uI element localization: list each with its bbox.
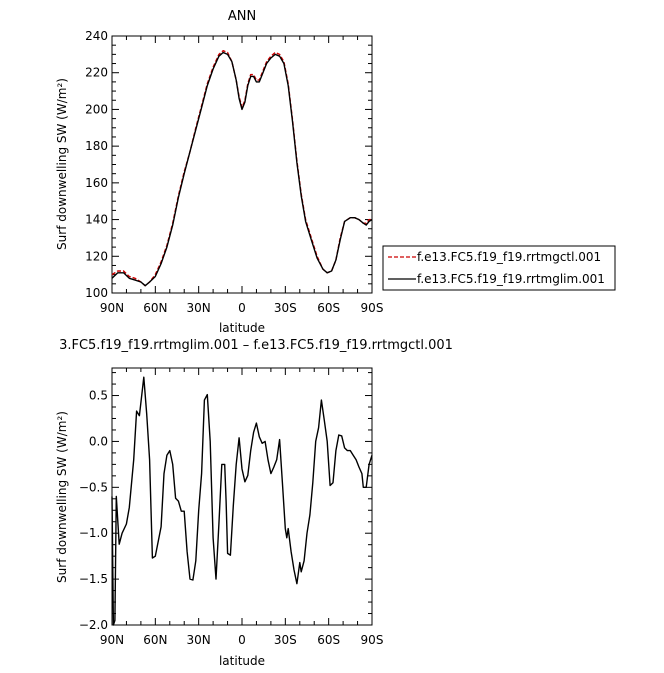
x-tick-label: 60N [143, 633, 167, 647]
y-tick-label: 180 [85, 139, 108, 153]
y-tick-label: 220 [85, 66, 108, 80]
y-tick-label: 0.0 [89, 434, 108, 448]
top-plot-area: 90N 60N 30N 0 30S 60S 90S 100 120 140 160 180 200 220… [85, 29, 383, 315]
top-axis-ticks: 90N 60N 30N 0 30S 60S 90S 100 120 140 160 180 200 220… [85, 29, 383, 315]
top-chart-title: ANN [228, 9, 256, 24]
x-tick-label: 90S [361, 301, 384, 315]
series-line-0 [111, 376, 373, 626]
x-tick-label: 30S [274, 633, 297, 647]
legend-box [382, 245, 616, 291]
bottom-x-axis-label: latitude [219, 654, 265, 668]
y-tick-label: 200 [85, 102, 108, 116]
y-tick-label: −0.5 [79, 480, 108, 494]
y-tick-label: −1.5 [79, 572, 108, 586]
bottom-axis-ticks: 90N 60N 30N 0 30S 60S 90S −2.0 −1.5 −1.0 −0.5 0.0 0.… [79, 368, 384, 647]
y-tick-label: −2.0 [79, 618, 108, 632]
x-tick-label: 90S [361, 633, 384, 647]
top-plot-frame [111, 35, 373, 294]
x-tick-label: 90N [100, 301, 124, 315]
x-tick-label: 30N [187, 633, 211, 647]
y-tick-label: −1.0 [79, 526, 108, 540]
x-tick-label: 0 [238, 301, 246, 315]
bottom-chart-title: 3.FC5.f19_f19.rrtmglim.001 – f.e13.FC5.f… [59, 338, 453, 353]
legend-label-ctl: f.e13.FC5.f19_f19.rrtmgctl.001 [417, 250, 601, 264]
bottom-series-lines [111, 376, 373, 626]
top-y-axis-label: Surf downwelling SW (W/m²) [55, 78, 69, 250]
y-tick-label: 120 [85, 249, 108, 263]
x-tick-label: 60S [317, 633, 340, 647]
top-legend: f.e13.FC5.f19_f19.rrtmgctl.001 f.e13.FC5… [382, 245, 616, 291]
y-tick-label: 100 [85, 286, 108, 300]
x-tick-label: 60S [317, 301, 340, 315]
bottom-plot-area: 90N 60N 30N 0 30S 60S 90S −2.0 −1.5 −1.0 −0.5 0.0 0.… [79, 367, 384, 647]
y-tick-label: 0.5 [89, 389, 108, 403]
top-chart-panel: ANN 90N 60N 30N 0 30S 60S 90S 100 120 140 160 180 20… [55, 9, 616, 335]
y-tick-label: 140 [85, 213, 108, 227]
series-line-1 [111, 51, 373, 287]
top-series-lines [111, 50, 373, 287]
y-tick-label: 160 [85, 176, 108, 190]
bottom-chart-panel: 3.FC5.f19_f19.rrtmglim.001 – f.e13.FC5.f… [55, 338, 453, 668]
legend-label-lim: f.e13.FC5.f19_f19.rrtmglim.001 [417, 272, 605, 286]
x-tick-label: 30N [187, 301, 211, 315]
x-tick-label: 90N [100, 633, 124, 647]
top-x-axis-label: latitude [219, 321, 265, 335]
bottom-y-axis-label: Surf downwelling SW (W/m²) [55, 411, 69, 583]
series-line-0 [111, 50, 372, 287]
x-tick-label: 60N [143, 301, 167, 315]
y-tick-label: 240 [85, 29, 108, 43]
x-tick-label: 0 [238, 633, 246, 647]
x-tick-label: 30S [274, 301, 297, 315]
